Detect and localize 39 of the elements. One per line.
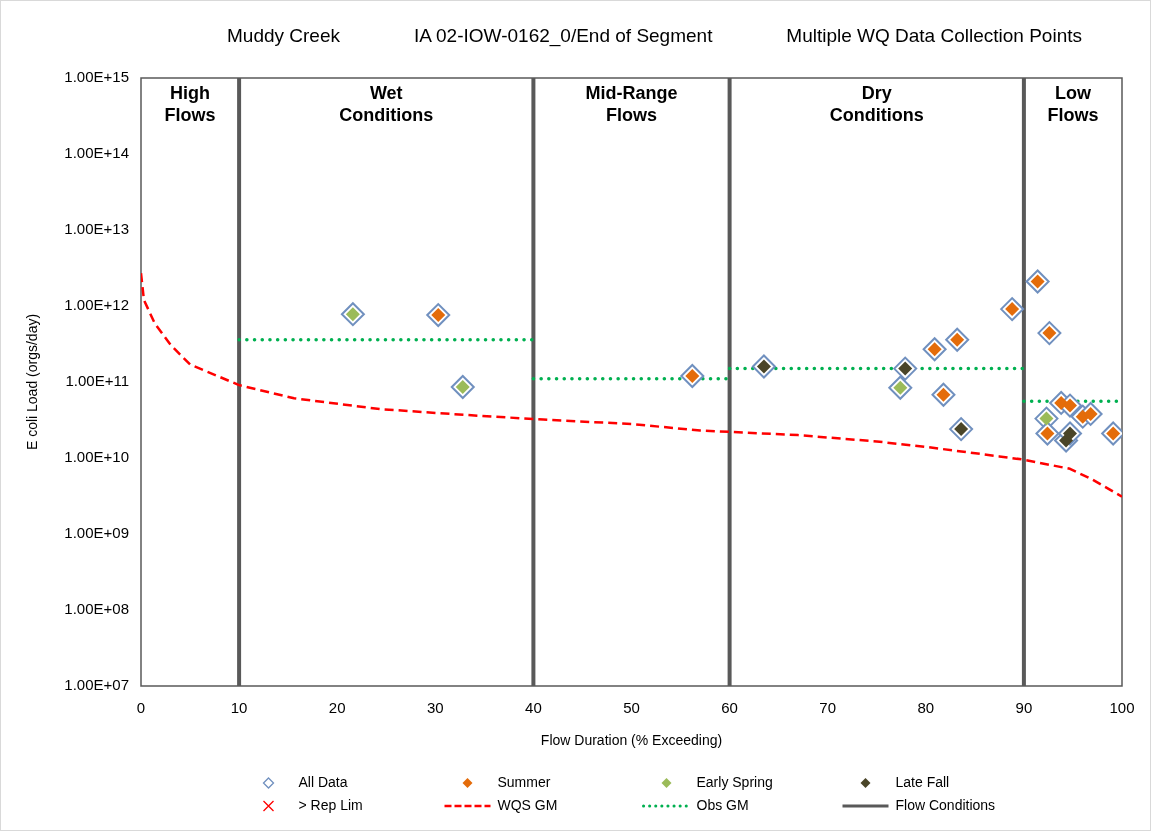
y-tick-label: 1.00E+08 [64, 600, 129, 618]
x-tick-label: 30 [426, 699, 444, 717]
y-tick-label: 1.00E+09 [64, 524, 129, 542]
legend-label: WQS GM [497, 796, 558, 813]
y-tick-label: 1.00E+07 [64, 676, 129, 694]
x-tick-label: 0 [136, 699, 146, 717]
x-axis-title: Flow Duration (% Exceeding) [540, 732, 723, 749]
y-tick-label: 1.00E+15 [64, 68, 129, 86]
x-tick-label: 20 [328, 699, 346, 717]
y-tick-label: 1.00E+12 [64, 296, 129, 314]
x-tick-label: 100 [1109, 699, 1135, 717]
legend-label: Flow Conditions [895, 796, 996, 813]
x-tick-label: 60 [721, 699, 738, 717]
chart-subtitle: IA 02-IOW-0162_0/End of Segment [413, 25, 713, 47]
line-series [141, 271, 1122, 498]
chart-title: Muddy Creek [227, 25, 340, 47]
text: Multiple WQ Data Collection Points [786, 25, 1082, 47]
legend-label: All Data [298, 773, 348, 790]
x-tick-label: 70 [819, 699, 837, 717]
legend-label: Early Spring [696, 773, 773, 790]
legend-label: Late Fall [895, 773, 950, 790]
x-tick-label: 40 [525, 699, 542, 717]
x-tick-label: 90 [1015, 699, 1033, 717]
y-tick-label: 1.00E+13 [64, 220, 129, 238]
y-axis-title: E coli Load (orgs/day) [24, 313, 41, 451]
y-tick-label: 1.00E+14 [64, 144, 129, 162]
annotation: Dry Conditions [829, 82, 924, 125]
annotation: Mid-Range Flows [585, 82, 678, 125]
x-tick-label: 10 [230, 699, 248, 717]
x-tick-label: 80 [917, 699, 935, 717]
legend-label: Summer [497, 773, 551, 790]
annotation: Wet Conditions [339, 82, 434, 125]
legend-label: Obs GM [696, 796, 749, 813]
annotation: High Flows [164, 82, 216, 125]
legend-label: > Rep Lim [298, 796, 363, 813]
annotation: Low Flows [1047, 82, 1099, 125]
y-tick-label: 1.00E+11 [65, 372, 129, 390]
y-tick-label: 1.00E+10 [64, 448, 129, 466]
x-tick-label: 50 [623, 699, 640, 717]
